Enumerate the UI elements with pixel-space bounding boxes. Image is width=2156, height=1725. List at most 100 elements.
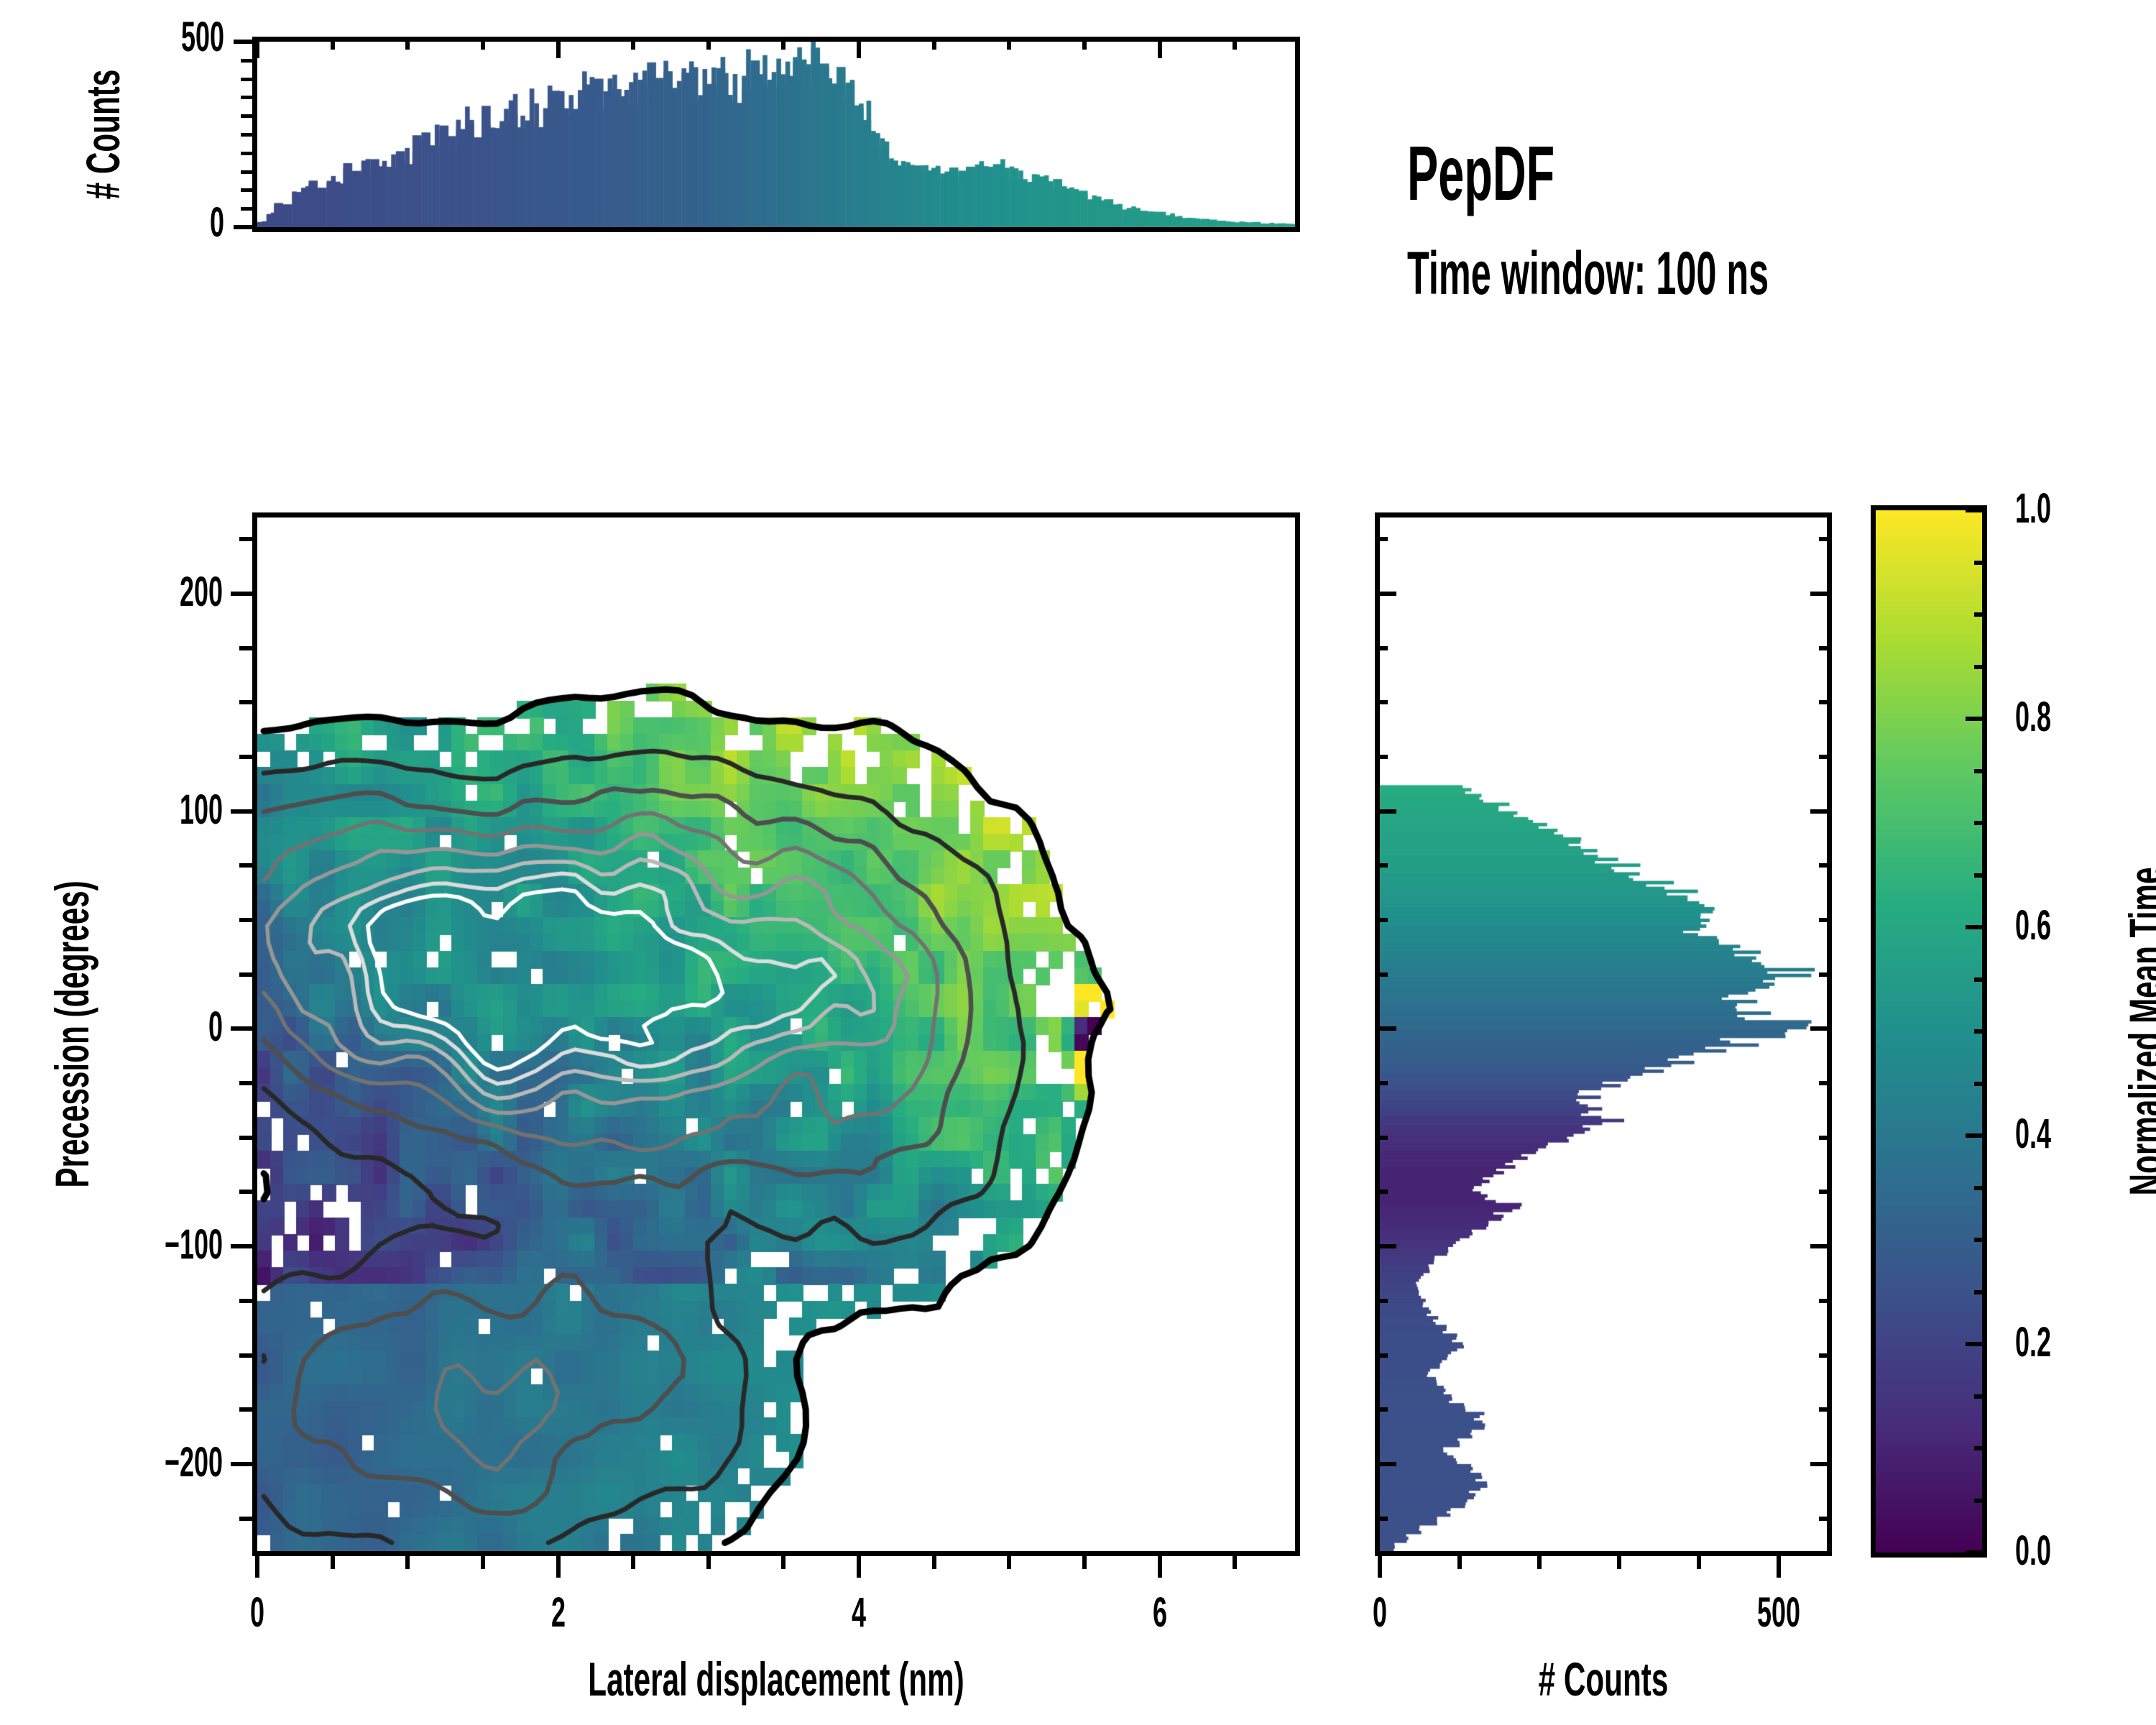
main-xtick-0 (255, 1556, 259, 1578)
top-xtick-6.5 (1233, 37, 1237, 50)
top-ytick-500: 500 (180, 14, 224, 60)
main-xtick-6 (1158, 1556, 1162, 1578)
top-ytick-0: 0 (209, 199, 224, 246)
right-ytick-r--175 (1819, 1407, 1832, 1412)
main-xtick-4 (857, 1556, 861, 1578)
cbar-bottom-spine (1871, 1552, 1987, 1558)
cbar-tick-0.20 (1966, 1342, 1987, 1346)
right-ytick--150 (1375, 1353, 1388, 1358)
top-ytick-0 (234, 225, 252, 229)
marginal-y-histogram-canvas (1380, 518, 1827, 1551)
right-ytick-125 (1375, 755, 1388, 759)
right-xlabel: # Counts (1538, 1652, 1669, 1706)
main-bottom-spine (252, 1551, 1300, 1556)
right-bottom-spine (1375, 1551, 1832, 1556)
right-ytick--75 (1375, 1190, 1388, 1194)
joint-2d-histogram-panel (257, 518, 1295, 1551)
right-ytick-200 (1375, 592, 1396, 596)
right-xtick-300 (1617, 1556, 1621, 1569)
main-ytick-0 (231, 1026, 252, 1031)
right-ytick-r--75 (1819, 1190, 1832, 1194)
top-ytick-200 (241, 152, 252, 155)
main-xtick-2 (556, 1556, 561, 1578)
cbar-tick-0.50 (1974, 1029, 1987, 1034)
right-ytick-r-100 (1810, 809, 1832, 814)
top-xtick-4.5 (932, 37, 936, 50)
cbar-tick-label-0.6: 0.6 (2015, 902, 2051, 949)
cbar-left-spine (1871, 505, 1876, 1558)
right-ytick-r--50 (1819, 1136, 1832, 1140)
top-ytick-400 (241, 78, 252, 81)
top-ytick-150 (241, 170, 252, 174)
right-ytick-150 (1375, 700, 1388, 704)
cbar-tick-label-0.4: 0.4 (2015, 1110, 2051, 1157)
main-ytick--75 (239, 1190, 252, 1194)
top-panel-right-spine (1295, 37, 1300, 227)
main-ytick--25 (239, 1081, 252, 1085)
cbar-tick-0.10 (1974, 1446, 1987, 1450)
cbar-tick-0.05 (1974, 1499, 1987, 1503)
main-ytick--125 (239, 1299, 252, 1303)
cbar-tick-0.60 (1966, 925, 1987, 929)
cbar-tick-0.35 (1974, 1186, 1987, 1190)
top-ytick-250 (241, 133, 252, 137)
right-ytick-225 (1375, 537, 1388, 541)
right-ytick--225 (1375, 1517, 1388, 1521)
cbar-tick-0.75 (1974, 769, 1987, 773)
top-panel-top-spine (252, 37, 1300, 42)
top-xtick-3.5 (781, 37, 786, 50)
main-xlabel: Lateral displacement (nm) (588, 1652, 964, 1706)
cbar-tick-0.90 (1974, 612, 1987, 617)
right-right-spine (1827, 512, 1832, 1556)
main-xtick-label-4: 4 (852, 1589, 867, 1636)
main-ytick-75 (239, 863, 252, 868)
right-ytick-r-0 (1810, 1026, 1832, 1031)
right-ytick-0 (1375, 1026, 1396, 1031)
right-ytick-r-175 (1819, 646, 1832, 650)
marginal-y-histogram-panel (1380, 518, 1827, 1551)
top-ytick-500 (234, 40, 252, 44)
main-ytick-label-100: 100 (179, 786, 223, 833)
top-xtick-5.5 (1082, 37, 1087, 50)
main-xtick-label-6: 6 (1152, 1589, 1167, 1636)
right-top-spine (1375, 512, 1832, 518)
top-panel-left-spine (252, 37, 257, 227)
cbar-tick-0.40 (1966, 1133, 1987, 1138)
marginal-x-histogram-panel (257, 42, 1295, 227)
right-ytick--100 (1375, 1244, 1396, 1248)
right-ytick-r-150 (1819, 700, 1832, 704)
top-ytick-50 (241, 207, 252, 211)
top-xtick-1 (405, 37, 410, 50)
right-ytick-r--150 (1819, 1353, 1832, 1358)
top-ytick-100 (241, 188, 252, 192)
right-ytick--200 (1375, 1462, 1396, 1466)
main-top-spine (252, 512, 1300, 518)
top-xtick-4 (857, 37, 861, 58)
main-xtick-3.5 (781, 1556, 786, 1569)
main-xtick-5 (1007, 1556, 1011, 1569)
cbar-tick-0.80 (1966, 717, 1987, 721)
right-ytick-r--225 (1819, 1517, 1832, 1521)
top-xtick-5 (1007, 37, 1011, 50)
main-ytick--50 (239, 1136, 252, 1140)
right-ytick-r-50 (1819, 918, 1832, 922)
cbar-tick-label-0.0: 0.0 (2015, 1527, 2051, 1574)
right-ytick-r-225 (1819, 537, 1832, 541)
main-ytick-225 (239, 537, 252, 541)
main-ytick-200 (231, 592, 252, 596)
right-ytick-r-25 (1819, 972, 1832, 977)
right-ytick-175 (1375, 646, 1388, 650)
right-ytick-r--25 (1819, 1081, 1832, 1085)
cbar-tick-0.95 (1974, 561, 1987, 565)
main-xtick-2.5 (631, 1556, 635, 1569)
main-ytick-label--200: −200 (164, 1438, 223, 1486)
right-ytick--25 (1375, 1081, 1388, 1085)
main-ytick--175 (239, 1407, 252, 1412)
main-xtick-label-2: 2 (550, 1589, 566, 1636)
colorbar-gradient (1876, 510, 1982, 1552)
colorbar-label: Normalized Mean Time (2119, 867, 2156, 1196)
right-ytick--50 (1375, 1136, 1388, 1140)
right-ytick-100 (1375, 809, 1396, 814)
top-xtick-6 (1158, 37, 1162, 58)
